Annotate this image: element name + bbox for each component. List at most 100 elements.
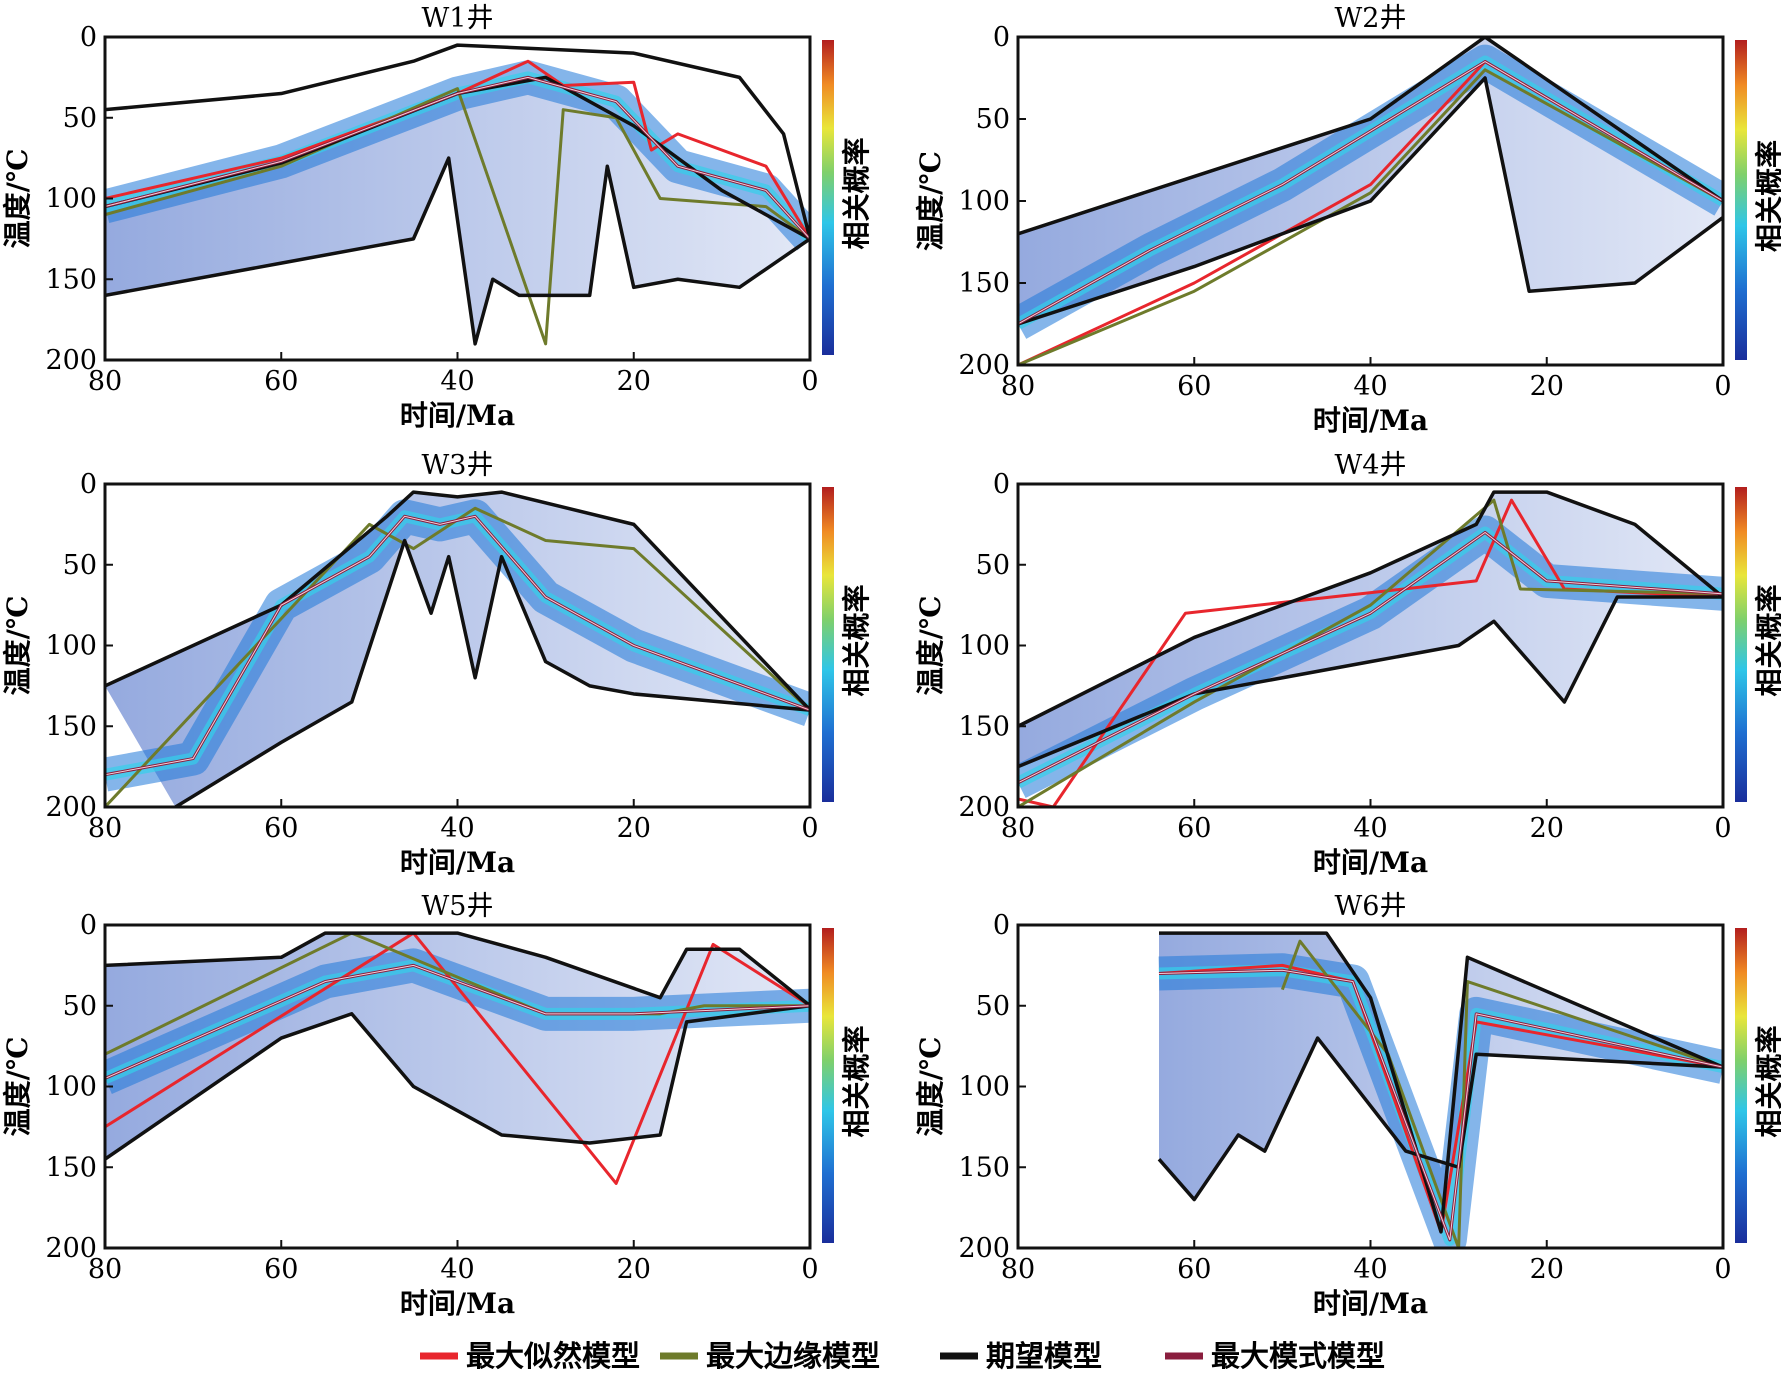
- legend-label: 期望模型: [986, 1339, 1102, 1373]
- y-axis-label: 温度/℃: [914, 151, 947, 251]
- series-lines: [105, 43, 810, 346]
- series-line-3: [1018, 595, 1723, 769]
- y-tick-label: 50: [63, 991, 97, 1022]
- series-line-0: [105, 506, 810, 807]
- y-axis-label: 温度/℃: [1, 1037, 34, 1137]
- x-tick-label: 60: [264, 366, 298, 397]
- y-tick-label: 150: [958, 268, 1010, 299]
- uncertainty-band: [105, 492, 810, 807]
- series-line-3: [1157, 1036, 1723, 1202]
- series-line-0: [1158, 963, 1723, 1234]
- series-lines: [1157, 931, 1723, 1248]
- colorbar-label: 相关概率: [840, 1025, 873, 1137]
- series-line-1: [105, 490, 810, 712]
- y-tick-label: 200: [45, 345, 97, 376]
- y-tick-label: 0: [993, 469, 1010, 500]
- y-tick-label: 0: [80, 910, 97, 941]
- y-tick-label: 150: [958, 1152, 1010, 1183]
- y-tick-label: 50: [976, 104, 1010, 135]
- y-tick-label: 150: [45, 264, 97, 295]
- series-line-3: [1018, 76, 1723, 326]
- x-tick-label: 40: [440, 366, 474, 397]
- y-tick-label: 0: [993, 22, 1010, 53]
- y-tick-label: 50: [976, 550, 1010, 581]
- x-tick-label: 20: [1530, 1254, 1564, 1285]
- legend-item-3: 期望模型: [940, 1339, 1102, 1373]
- x-tick-label: 20: [617, 366, 651, 397]
- y-tick-label: 50: [63, 103, 97, 134]
- colorbar: [822, 487, 834, 802]
- series-line-0: [105, 931, 810, 1185]
- series-line-2: [1018, 490, 1723, 728]
- series-line-highlight: [1158, 969, 1723, 1241]
- series-line-highlight: [1018, 531, 1723, 784]
- series-line-4: [105, 156, 810, 346]
- x-tick-label: 60: [264, 813, 298, 844]
- y-axis-label: 温度/℃: [1, 149, 34, 249]
- x-tick-label: 80: [88, 813, 122, 844]
- series-line-highlight: [1018, 61, 1723, 325]
- colorbar: [1735, 928, 1747, 1243]
- series-line-1: [1280, 939, 1723, 1248]
- x-tick-label: 20: [1530, 371, 1564, 402]
- x-tick-label: 40: [440, 813, 474, 844]
- series-line-highlight: [105, 964, 810, 1079]
- x-tick-label: 80: [1001, 1254, 1035, 1285]
- x-tick-label: 60: [1177, 1254, 1211, 1285]
- series-line-2: [1159, 931, 1723, 1234]
- y-tick-label: 100: [45, 184, 97, 215]
- chart-title: W5井: [422, 891, 494, 922]
- legend-label: 最大边缘模型: [706, 1339, 880, 1373]
- x-tick-label: 40: [440, 1254, 474, 1285]
- y-tick-label: 200: [958, 350, 1010, 381]
- y-tick-label: 200: [958, 1233, 1010, 1264]
- chart-title: W3井: [422, 450, 494, 481]
- y-axis-label: 温度/℃: [1, 596, 34, 696]
- colorbar: [1735, 40, 1747, 360]
- x-tick-label: 0: [1714, 813, 1731, 844]
- x-tick-label: 20: [1530, 813, 1564, 844]
- x-tick-label: 20: [617, 1254, 651, 1285]
- y-tick-label: 150: [958, 711, 1010, 742]
- chart-title: W4井: [1335, 450, 1407, 481]
- y-tick-label: 100: [45, 631, 97, 662]
- y-tick-label: 150: [45, 1152, 97, 1183]
- y-tick-label: 0: [993, 910, 1010, 941]
- y-tick-label: 100: [958, 186, 1010, 217]
- series-line-1: [1018, 68, 1723, 365]
- series-line-highlight: [105, 76, 810, 240]
- y-tick-label: 100: [958, 1072, 1010, 1103]
- x-tick-label: 80: [88, 366, 122, 397]
- legend-label: 最大似然模型: [466, 1339, 640, 1373]
- series-line-2: [174, 538, 810, 807]
- series-lines: [1018, 490, 1723, 807]
- colorbar-label: 相关概率: [840, 584, 873, 696]
- y-tick-label: 200: [958, 792, 1010, 823]
- y-tick-label: 200: [45, 792, 97, 823]
- legend-label: 最大模式模型: [1211, 1339, 1385, 1373]
- y-tick-label: 100: [45, 1072, 97, 1103]
- x-tick-label: 60: [1177, 371, 1211, 402]
- x-axis-label: 时间/Ma: [400, 1287, 515, 1320]
- x-tick-label: 80: [1001, 813, 1035, 844]
- y-tick-label: 0: [80, 22, 97, 53]
- y-tick-label: 50: [976, 991, 1010, 1022]
- series-line-highlight: [105, 515, 810, 776]
- y-tick-label: 100: [958, 631, 1010, 662]
- series-lines: [105, 931, 810, 1185]
- x-axis-label: 时间/Ma: [1313, 404, 1428, 437]
- x-axis-label: 时间/Ma: [400, 846, 515, 879]
- colorbar-label: 相关概率: [1753, 1025, 1781, 1137]
- chart-title: W1井: [422, 3, 494, 34]
- series-line-1: [1018, 498, 1723, 807]
- x-axis-label: 时间/Ma: [1313, 846, 1428, 879]
- series-line-3: [105, 1004, 810, 1161]
- x-axis-label: 时间/Ma: [400, 399, 515, 432]
- colorbar-label: 相关概率: [1753, 140, 1781, 252]
